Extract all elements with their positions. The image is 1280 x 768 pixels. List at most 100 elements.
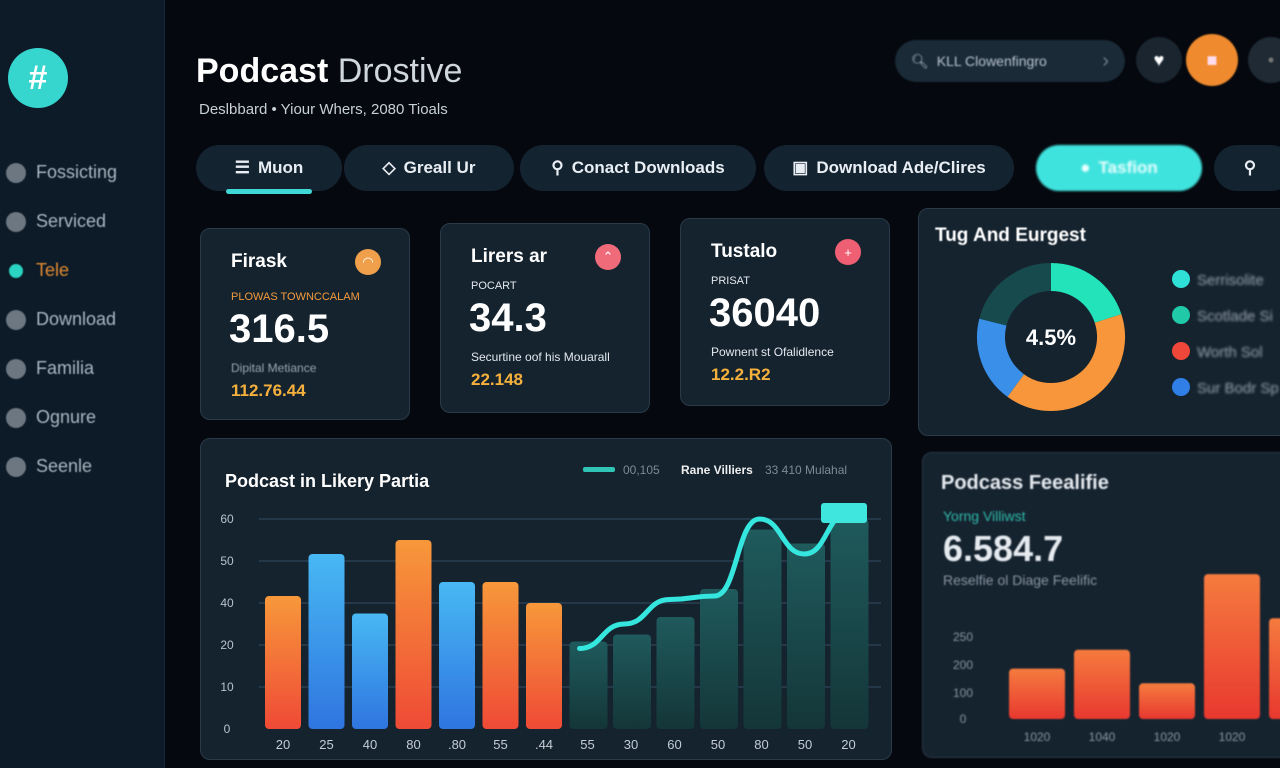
stat-desc: Pownent st Ofalidlence [711, 345, 834, 359]
sidebar-item-seenle[interactable]: Seenle [6, 442, 117, 491]
sidebar-nav: Fossicting Serviced Tele Download Familia Ogn… [6, 148, 117, 491]
tab-4[interactable]: ● Tasfion [1036, 145, 1202, 191]
stat-title: Tustalo [711, 241, 778, 262]
dot-icon [9, 263, 23, 278]
app-logo[interactable]: # [8, 48, 68, 108]
bar[interactable] [1204, 574, 1260, 719]
y-tick-label: 60 [220, 512, 234, 526]
sidebar-item-download[interactable]: Download [6, 295, 117, 344]
avatar[interactable]: ■ [1186, 34, 1238, 86]
y-tick-label: 50 [220, 554, 234, 568]
x-tick-label: .80 [448, 737, 466, 752]
donut-title: Tug And Eurgest [935, 225, 1086, 246]
donut-center-value: 4.5% [1026, 325, 1076, 350]
stat-card[interactable]: Lirers ar ⌃ POCART 34.3 Securtine oof hi… [440, 223, 650, 413]
title-bold: Podcast [196, 52, 329, 90]
bar[interactable] [1269, 618, 1280, 719]
bar[interactable] [700, 589, 738, 729]
bar[interactable] [482, 582, 519, 729]
stat-label: PRISAT [711, 275, 750, 287]
x-tick-label: 20 [276, 737, 290, 752]
tab-1[interactable]: ◇ Greall Ur [344, 145, 514, 191]
tab-0[interactable]: ☰ Muon [196, 145, 342, 194]
donut-chart: 4.5% Serrisolite Scotlade Si Worth Sol Sur B… [977, 263, 1279, 411]
stat-value: 316.5 [229, 307, 330, 351]
bar[interactable] [439, 582, 475, 729]
more-icon[interactable]: • [1248, 37, 1280, 83]
side-chart-card: Podcass Feealifie Yorng Villiwst 6.584.7 Re… [922, 452, 1280, 758]
tab-label: Download Ade/Clires [816, 158, 986, 177]
bar[interactable] [743, 529, 782, 730]
x-tick-label: 50 [711, 737, 725, 752]
tab-label: Muon [257, 158, 304, 177]
stat-value: 36040 [709, 291, 821, 335]
sidebar-item-label: Download [36, 309, 117, 329]
bar[interactable] [569, 641, 608, 730]
donut-segment[interactable] [979, 263, 1052, 327]
stat-desc: Dipital Metiance [231, 361, 317, 375]
x-tick-label: 20 [841, 737, 855, 752]
tab-5[interactable]: ⚲ [1214, 145, 1280, 191]
bar[interactable] [265, 596, 301, 729]
stat-label: POCART [471, 280, 517, 292]
bar[interactable] [308, 554, 345, 729]
legend-label: Scotlade Si [1197, 308, 1273, 325]
sidebar-item-serviced[interactable]: Serviced [6, 197, 117, 246]
y-tick-label: 250 [953, 630, 973, 644]
donut-segment[interactable] [1007, 314, 1125, 411]
bar[interactable] [395, 540, 432, 729]
tab-label: Tasfion [1098, 158, 1158, 177]
bar[interactable] [1009, 668, 1065, 719]
x-tick-label: 1020 [1154, 730, 1181, 744]
bar[interactable] [1074, 649, 1130, 719]
trend-marker [821, 503, 867, 523]
stat-badge-icon: + [835, 239, 861, 265]
bar[interactable] [613, 634, 651, 730]
stat-card[interactable]: Tustalo + PRISAT 36040 Pownent st Ofalid… [680, 218, 890, 406]
bar[interactable] [787, 543, 825, 730]
bar[interactable] [526, 603, 562, 729]
y-tick-label: 0 [960, 712, 967, 726]
legend-label: Rane Villiers [681, 463, 753, 477]
bar[interactable] [830, 519, 869, 729]
chevron-right-icon[interactable]: › [1102, 49, 1109, 72]
donut-segment[interactable] [1050, 263, 1122, 324]
stat-sub-value: 22.148 [471, 370, 523, 389]
sidebar-item-fossicting[interactable]: Fossicting [6, 148, 117, 197]
chart-label: Yorng Villiwst [943, 508, 1026, 524]
tab-2[interactable]: ⚲ Conact Downloads [520, 145, 756, 191]
stat-badge-icon: ◠ [355, 249, 381, 275]
donut-segment[interactable] [977, 318, 1025, 397]
legend-swatch [583, 467, 615, 472]
x-tick-label: 1020 [1219, 730, 1246, 744]
bar[interactable] [1139, 683, 1195, 719]
x-tick-label: 50 [798, 737, 812, 752]
bar[interactable] [352, 613, 388, 730]
apple-icon [6, 162, 26, 183]
donut-card: Tug And Eurgest 4.5% Serrisolite Scotlade … [918, 208, 1280, 436]
sidebar-item-label: Fossicting [36, 162, 118, 182]
side-chart: Podcass Feealifie Yorng Villiwst 6.584.7 Re… [941, 472, 1280, 744]
stat-title: Firask [231, 251, 287, 272]
stat-badge-icon: ⌃ [595, 244, 621, 270]
x-tick-label: 80 [406, 737, 420, 752]
sidebar-item-familia[interactable]: Familia [6, 344, 117, 393]
stat-card[interactable]: Firask ◠ PLOWAS TOWNCCALAM 316.5 Dipital… [200, 228, 410, 420]
search-input[interactable]: 🔍︎ KLL Clowenfingro › [895, 40, 1125, 82]
sidebar-item-tele[interactable]: Tele [6, 246, 117, 295]
sidebar-item-ognure[interactable]: Ognure [6, 393, 117, 442]
tab-bar: ☰ Muon ◇ Greall Ur ⚲ Conact Downloads ▣ Downloa… [186, 140, 1280, 194]
chart-subtitle: Reselfie ol Diage Feelific [943, 572, 1097, 588]
x-tick-label: 55 [493, 737, 507, 752]
legend-dot [1172, 342, 1190, 360]
title-light: Drostive [337, 52, 463, 90]
legend-label: 33 410 Mulahal [765, 463, 847, 477]
chart-title: Podcast in Likery Partia [225, 471, 430, 491]
stat-sub-value: 112.76.44 [231, 381, 306, 400]
tab-3[interactable]: ▣ Download Ade/Clires [764, 145, 1014, 191]
square-icon [6, 211, 26, 232]
legend-dot [1172, 270, 1190, 288]
bar[interactable] [656, 617, 695, 729]
x-tick-label: 30 [624, 737, 638, 752]
notification-icon[interactable]: ♥ [1136, 37, 1182, 83]
